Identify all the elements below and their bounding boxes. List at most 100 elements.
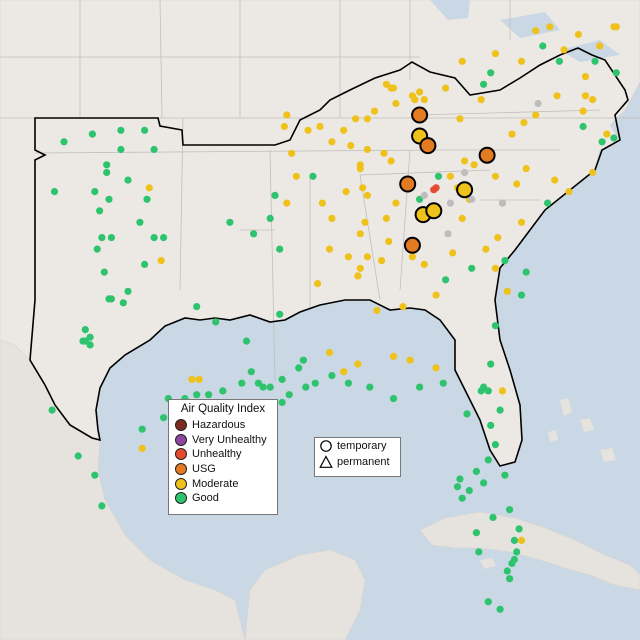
monitor-marker-moderate[interactable] [373,306,381,314]
monitor-marker-good[interactable] [124,287,132,295]
monitor-marker-good[interactable] [508,559,516,568]
monitor-marker-good[interactable] [98,234,106,242]
monitor-marker-good[interactable] [96,207,104,215]
monitor-marker-moderate[interactable] [389,352,398,360]
monitor-marker-good[interactable] [522,268,530,276]
monitor-marker-good[interactable] [501,471,509,479]
monitor-marker-moderate[interactable] [399,303,407,311]
monitor-marker-good[interactable] [491,441,499,449]
monitor-marker-good[interactable] [487,69,495,77]
monitor-marker-moderate[interactable] [382,214,390,222]
monitor-marker-good[interactable] [416,383,424,391]
monitor-marker-moderate[interactable] [195,375,203,383]
monitor-marker-moderate[interactable] [304,126,312,134]
monitor-marker-good[interactable] [117,126,125,134]
monitor-marker-good[interactable] [79,337,87,345]
monitor-marker-good[interactable] [517,291,526,299]
monitor-marker-moderate[interactable] [589,96,597,104]
monitor-marker-good[interactable] [484,456,492,464]
monitor-marker-moderate[interactable] [432,364,440,372]
monitor-marker-moderate[interactable] [491,172,499,180]
monitor-marker-moderate[interactable] [612,23,620,31]
monitor-marker-good[interactable] [48,406,56,414]
monitor-marker-good[interactable] [193,391,201,399]
monitor-marker-good[interactable] [463,410,471,418]
monitor-marker-moderate[interactable] [517,536,526,545]
monitor-marker-good[interactable] [50,188,59,196]
monitor-marker-good[interactable] [328,372,336,380]
monitor-marker-moderate[interactable] [565,188,573,196]
monitor-marker-moderate[interactable] [378,257,386,265]
monitor-marker-good[interactable] [515,525,523,533]
monitor-marker-good[interactable] [143,195,151,203]
monitor-marker-good[interactable] [299,356,307,364]
monitor-marker-moderate[interactable] [574,30,583,39]
monitor-marker-moderate[interactable] [477,96,485,104]
monitor-marker-good[interactable] [212,318,220,326]
temporary-monitor-marker-usg[interactable] [411,106,429,124]
monitor-marker-moderate[interactable] [449,249,457,257]
monitor-marker-moderate[interactable] [361,218,369,226]
temporary-monitor-marker-moderate[interactable] [425,202,443,220]
monitor-marker-good[interactable] [544,199,552,207]
monitor-marker-good[interactable] [472,529,480,537]
monitor-marker-moderate[interactable] [513,180,521,188]
temporary-monitor-marker-usg[interactable] [403,236,421,254]
monitor-marker-moderate[interactable] [392,99,400,108]
monitor-marker-moderate[interactable] [553,92,561,100]
monitor-marker-moderate[interactable] [352,115,360,123]
monitor-marker-moderate[interactable] [603,130,611,138]
monitor-marker-good[interactable] [98,502,106,510]
monitor-marker-good[interactable] [484,598,492,606]
monitor-marker-moderate[interactable] [551,176,559,184]
monitor-marker-good[interactable] [487,421,495,429]
monitor-marker-moderate[interactable] [280,122,288,131]
monitor-marker-moderate[interactable] [458,214,466,222]
monitor-marker-good[interactable] [74,452,82,460]
monitor-marker-good[interactable] [250,230,258,238]
monitor-marker-moderate[interactable] [461,157,469,165]
monitor-marker-good[interactable] [88,130,96,138]
monitor-marker-moderate[interactable] [157,257,165,265]
monitor-marker-good[interactable] [472,467,480,475]
monitor-marker-good[interactable] [579,122,587,131]
monitor-marker-moderate[interactable] [508,130,516,138]
monitor-marker-moderate[interactable] [532,111,540,119]
monitor-marker-moderate[interactable] [517,57,526,65]
monitor-marker-good[interactable] [136,218,144,226]
monitor-marker-moderate[interactable] [579,107,587,115]
monitor-marker-good[interactable] [434,172,443,180]
monitor-marker-moderate[interactable] [363,145,371,154]
monitor-marker-good[interactable] [506,506,514,514]
monitor-marker-good[interactable] [205,391,213,399]
monitor-marker-moderate[interactable] [532,27,540,35]
monitor-marker-good[interactable] [226,218,234,226]
monitor-marker-good[interactable] [138,425,146,433]
monitor-marker-moderate[interactable] [380,149,388,157]
monitor-marker-good[interactable] [475,548,483,556]
monitor-marker-moderate[interactable] [408,253,416,261]
monitor-marker-moderate[interactable] [325,245,334,253]
monitor-marker-good[interactable] [510,536,518,545]
temporary-monitor-marker-usg[interactable] [419,137,437,155]
monitor-marker-good[interactable] [103,161,111,169]
monitor-marker-good[interactable] [366,383,374,391]
monitor-marker-good[interactable] [496,605,504,613]
monitor-marker-moderate[interactable] [420,260,428,268]
monitor-marker-unhealthy[interactable] [432,184,440,192]
monitor-marker-good[interactable] [86,333,94,341]
monitor-marker-good[interactable] [242,337,251,345]
monitor-marker-moderate[interactable] [328,138,336,146]
monitor-marker-moderate[interactable] [458,57,466,65]
monitor-marker-unavailable[interactable] [446,199,454,207]
monitor-marker-unavailable[interactable] [468,195,476,203]
monitor-marker-good[interactable] [278,375,286,383]
monitor-marker-moderate[interactable] [356,264,364,272]
monitor-marker-moderate[interactable] [340,368,348,376]
monitor-marker-moderate[interactable] [283,199,291,207]
monitor-marker-moderate[interactable] [314,280,322,288]
monitor-marker-moderate[interactable] [392,199,400,207]
monitor-marker-moderate[interactable] [596,42,604,50]
monitor-marker-unavailable[interactable] [420,191,428,199]
monitor-marker-good[interactable] [150,234,158,242]
